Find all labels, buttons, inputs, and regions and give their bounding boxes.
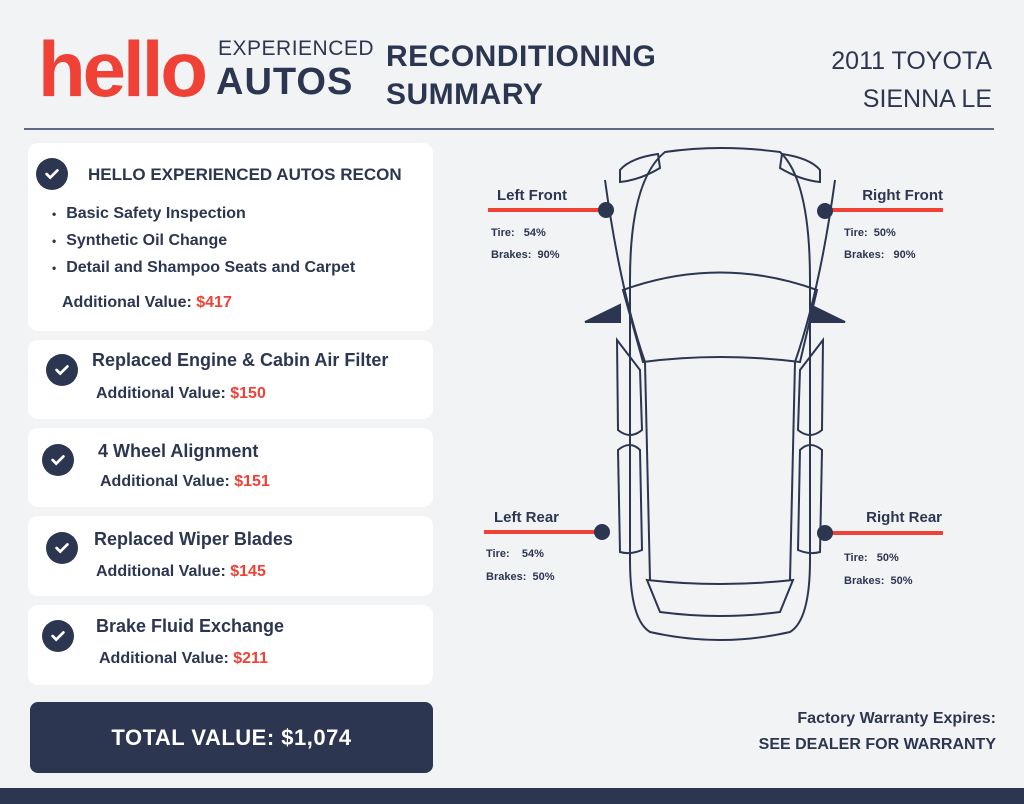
left-rear-tire: Tire: 54%	[486, 548, 544, 560]
value-amount: $145	[230, 563, 266, 580]
left-front-brakes: Brakes: 90%	[491, 249, 560, 261]
check-icon	[42, 444, 74, 476]
right-rear-dot	[817, 525, 833, 541]
service-value: Additional Value: $211	[99, 649, 268, 669]
right-front-brakes: Brakes: 90%	[844, 249, 916, 261]
service-card: Brake Fluid Exchange Additional Value: $…	[28, 605, 433, 685]
check-icon	[46, 354, 78, 386]
warranty-label: Factory Warranty Expires:	[797, 710, 996, 727]
check-icon	[36, 158, 68, 190]
right-rear-brakes: Brakes: 50%	[844, 575, 913, 587]
value-label: Additional Value:	[99, 650, 229, 667]
service-value: Additional Value: $151	[100, 472, 270, 492]
left-rear-dot	[594, 524, 610, 540]
right-front-label: Right Front	[862, 187, 943, 204]
check-icon	[46, 532, 78, 564]
vehicle-line1: 2011 TOYOTA	[831, 47, 992, 75]
service-card: 4 Wheel Alignment Additional Value: $151	[28, 428, 433, 507]
value-label: Additional Value:	[96, 563, 226, 580]
rear-window-right	[796, 444, 824, 555]
recon-card: HELLO EXPERIENCED AUTOS RECON Basic Safe…	[28, 143, 433, 331]
service-title: Replaced Engine & Cabin Air Filter	[92, 350, 389, 370]
service-value: Additional Value: $145	[96, 562, 266, 582]
a-pillar-left	[604, 179, 651, 581]
divider	[24, 128, 994, 130]
right-rear-label: Right Rear	[866, 509, 942, 526]
value-amount: $150	[230, 385, 266, 402]
side-window-left	[615, 337, 644, 436]
recon-item: Basic Safety Inspection	[52, 204, 355, 224]
right-rear-tire: Tire: 50%	[844, 552, 899, 564]
right-front-tire: Tire: 50%	[844, 227, 896, 239]
service-card: Replaced Wiper Blades Additional Value: …	[28, 516, 433, 596]
rear-window	[645, 578, 795, 617]
service-title: Replaced Wiper Blades	[94, 529, 293, 549]
right-front-line	[825, 208, 943, 212]
service-title: Brake Fluid Exchange	[96, 616, 285, 636]
logo-experienced: EXPERIENCED	[218, 37, 375, 60]
a-pillar-right	[789, 179, 836, 581]
value-label: Additional Value:	[96, 385, 226, 402]
logo-autos: AUTOS	[216, 61, 354, 103]
mirror-left	[584, 303, 621, 323]
value-label: Additional Value:	[62, 294, 192, 311]
footer-bar	[0, 788, 1024, 804]
right-rear-line	[825, 531, 943, 535]
left-front-tire: Tire: 54%	[491, 227, 546, 239]
recon-title: HELLO EXPERIENCED AUTOS RECON	[88, 165, 402, 184]
warranty-value: SEE DEALER FOR WARRANTY	[758, 736, 996, 753]
value-amount: $211	[233, 650, 268, 667]
left-rear-label: Left Rear	[494, 509, 560, 526]
value-amount: $417	[196, 294, 232, 311]
check-icon	[42, 620, 74, 652]
value-amount: $151	[234, 473, 270, 490]
logo-hello: hello	[38, 25, 208, 113]
mirror-right	[809, 303, 846, 323]
service-card: Replaced Engine & Cabin Air Filter Addit…	[28, 340, 433, 419]
left-front-label: Left Front	[497, 187, 567, 204]
right-front-dot	[817, 203, 833, 219]
title-line2: SUMMARY	[386, 78, 544, 111]
value-label: Additional Value:	[100, 473, 230, 490]
recon-item: Synthetic Oil Change	[52, 231, 355, 251]
total-value: TOTAL VALUE: $1,074	[30, 702, 433, 773]
service-title: 4 Wheel Alignment	[98, 441, 259, 461]
recon-value: Additional Value: $417	[62, 293, 232, 313]
car-body-outline	[629, 147, 811, 641]
left-front-line	[488, 208, 606, 212]
rear-window-left	[616, 444, 644, 555]
left-front-dot	[598, 202, 614, 218]
vehicle-line2: SIENNA LE	[862, 85, 992, 113]
left-rear-brakes: Brakes: 50%	[486, 571, 555, 583]
recon-item: Detail and Shampoo Seats and Carpet	[52, 258, 355, 278]
windshield	[621, 271, 819, 364]
vehicle-name: 2011 TOYOTA SIENNA LE	[831, 42, 992, 118]
page-title: RECONDITIONING SUMMARY	[386, 38, 656, 114]
title-line1: RECONDITIONING	[386, 40, 657, 73]
left-rear-line	[484, 530, 604, 534]
recon-list: Basic Safety Inspection Synthetic Oil Ch…	[52, 204, 355, 285]
warranty-info: Factory Warranty Expires: SEE DEALER FOR …	[759, 706, 996, 758]
front-hood-right	[778, 152, 821, 184]
front-hood-left	[619, 152, 662, 184]
side-window-right	[796, 337, 825, 436]
service-value: Additional Value: $150	[96, 384, 266, 404]
